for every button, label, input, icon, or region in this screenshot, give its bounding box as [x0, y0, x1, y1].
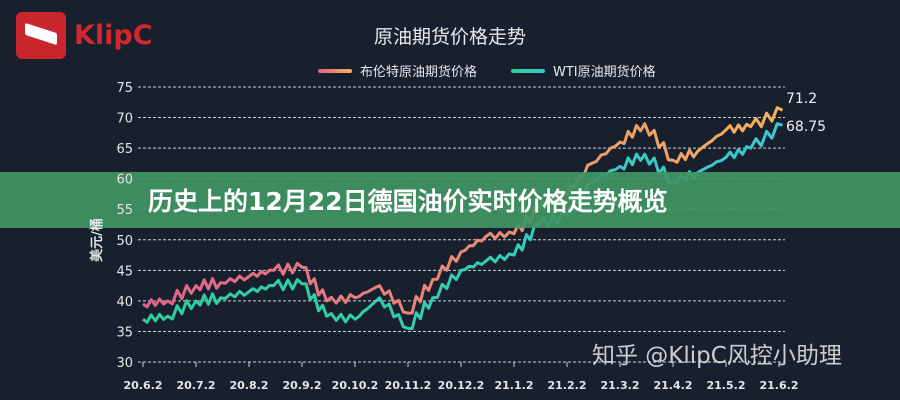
x-tick-label: 21.5.2 [707, 379, 746, 392]
legend-label-wti: WTI原油期货价格 [553, 65, 656, 80]
banner-text: 历史上的12月22日德国油价实时价格走势概览 [148, 187, 668, 216]
x-tick-label: 20.6.2 [124, 379, 163, 392]
x-tick-label: 21.4.2 [654, 379, 693, 392]
chart-title: 原油期货价格走势 [373, 26, 526, 48]
x-tick-label: 21.2.2 [548, 379, 587, 392]
legend-item-wti: WTI原油期货价格 [511, 61, 656, 80]
end-value-label: 68.75 [786, 119, 826, 135]
legend-swatch-wti [511, 68, 546, 73]
x-tick-label: 20.8.2 [230, 379, 269, 392]
logo-text: KlipC [74, 20, 153, 51]
x-tick-label: 21.6.2 [760, 379, 799, 392]
legend-item-brent: 布伦特原油期货价格 [318, 61, 477, 80]
x-tick-label: 20.10.2 [332, 379, 379, 392]
logo-mark-icon [16, 12, 66, 59]
legend-label-brent: 布伦特原油期货价格 [360, 65, 478, 80]
end-value-label: 71.2 [786, 91, 817, 107]
legend: 布伦特原油期货价格 WTI原油期货价格 [318, 61, 656, 80]
watermark: 知乎 @KlipC风控小助理 [592, 343, 842, 369]
legend-swatch-brent [318, 68, 352, 73]
title-banner: 历史上的12月22日德国油价实时价格走势概览 [0, 172, 900, 228]
klipc-logo: KlipC [16, 12, 153, 59]
x-tick-label: 20.9.2 [283, 379, 322, 392]
series-line-brent [142, 106, 784, 315]
x-tick-label: 21.3.2 [601, 379, 640, 392]
x-tick-label: 20.12.2 [438, 379, 485, 392]
x-tick-label: 20.11.2 [385, 379, 432, 392]
x-tick-label: 21.1.2 [495, 379, 534, 392]
x-tick-label: 20.7.2 [177, 379, 216, 392]
